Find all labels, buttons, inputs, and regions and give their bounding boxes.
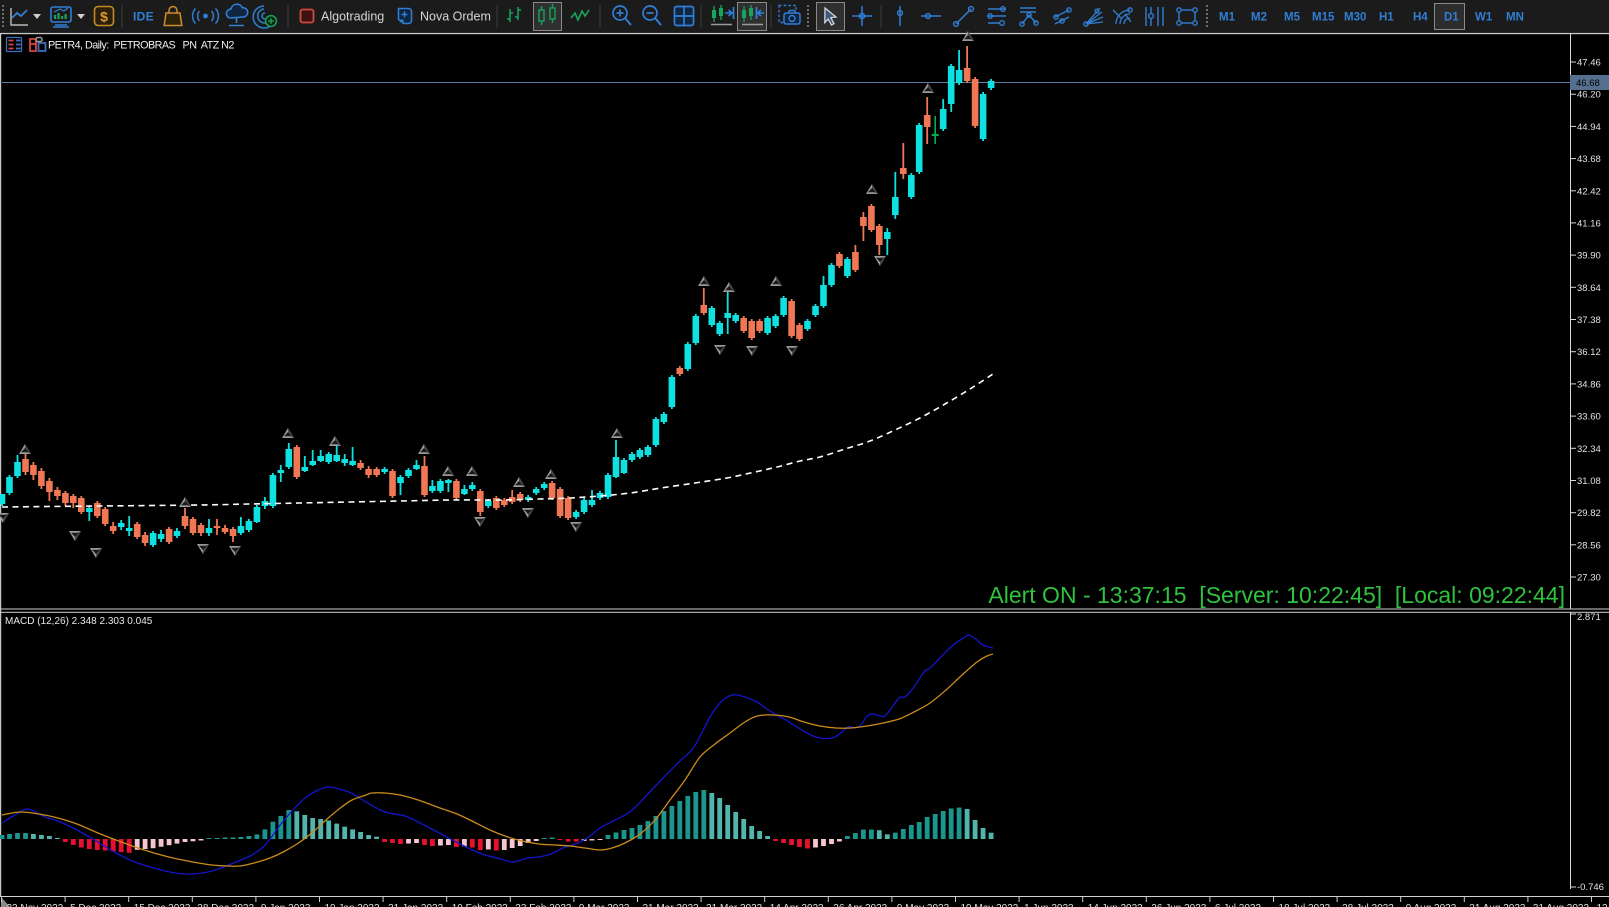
svg-text:38.64: 38.64 xyxy=(1577,283,1601,294)
svg-text:31 Jan 2023: 31 Jan 2023 xyxy=(388,903,443,907)
svg-text:M15: M15 xyxy=(1312,12,1335,24)
svg-text:9 May 2023: 9 May 2023 xyxy=(897,903,950,907)
svg-text:23 Feb 2023: 23 Feb 2023 xyxy=(515,903,572,907)
svg-text:21 Mar 2023: 21 Mar 2023 xyxy=(643,903,700,907)
svg-text:Nova Ordem: Nova Ordem xyxy=(420,10,491,24)
svg-text:H1: H1 xyxy=(1379,12,1394,24)
svg-text:M1: M1 xyxy=(1219,12,1236,24)
svg-text:19 May 2023: 19 May 2023 xyxy=(961,903,1019,907)
svg-text:19 Jan 2023: 19 Jan 2023 xyxy=(325,903,380,907)
svg-text:MACD (12,26) 2.348 2.303 0.045: MACD (12,26) 2.348 2.303 0.045 xyxy=(5,616,153,627)
svg-text:21 Aug 2023: 21 Aug 2023 xyxy=(1469,903,1526,907)
svg-text:42.42: 42.42 xyxy=(1577,186,1601,197)
svg-text:MN: MN xyxy=(1506,12,1524,24)
svg-text:34.86: 34.86 xyxy=(1577,379,1601,390)
svg-text:23 Nov 2022: 23 Nov 2022 xyxy=(7,903,64,907)
svg-text:47.46: 47.46 xyxy=(1577,58,1601,69)
svg-text:14 Apr 2023: 14 Apr 2023 xyxy=(770,903,824,907)
svg-text:28 Jul 2023: 28 Jul 2023 xyxy=(1342,903,1394,907)
svg-text:32.34: 32.34 xyxy=(1577,444,1601,455)
svg-text:31 Aug 2023: 31 Aug 2023 xyxy=(1533,903,1590,907)
svg-text:31 Mar 2023: 31 Mar 2023 xyxy=(706,903,763,907)
svg-text:18 Jul 2023: 18 Jul 2023 xyxy=(1279,903,1331,907)
svg-text:46.68: 46.68 xyxy=(1576,78,1600,89)
svg-text:28.56: 28.56 xyxy=(1577,540,1601,551)
svg-text:26 Jun 2023: 26 Jun 2023 xyxy=(1151,903,1206,907)
svg-text:H4: H4 xyxy=(1413,12,1428,24)
svg-text:9 Aug 2023: 9 Aug 2023 xyxy=(1406,903,1457,907)
svg-text:14 Jun 2023: 14 Jun 2023 xyxy=(1088,903,1143,907)
svg-text:Alert ON - 13:37:15 [Server:: Alert ON - 13:37:15 [Server: 10:22:45] [… xyxy=(988,582,1565,608)
svg-text:46.20: 46.20 xyxy=(1577,90,1601,101)
svg-text:10 Feb 2023: 10 Feb 2023 xyxy=(452,903,509,907)
svg-text:36.12: 36.12 xyxy=(1577,347,1601,358)
svg-text:D1: D1 xyxy=(1444,12,1459,24)
svg-text:M5: M5 xyxy=(1284,12,1301,24)
svg-text:33.60: 33.60 xyxy=(1577,412,1601,423)
svg-text:37.38: 37.38 xyxy=(1577,315,1601,326)
svg-text:26 Apr 2023: 26 Apr 2023 xyxy=(833,903,887,907)
svg-text:15 Dec 2022: 15 Dec 2022 xyxy=(134,903,191,907)
svg-text:M2: M2 xyxy=(1251,12,1267,24)
svg-text:43.68: 43.68 xyxy=(1577,154,1601,165)
svg-text:M30: M30 xyxy=(1344,12,1366,24)
svg-text:5 Dec 2022: 5 Dec 2022 xyxy=(70,903,122,907)
svg-text:6 Jul 2023: 6 Jul 2023 xyxy=(1215,903,1262,907)
svg-text:-0.746: -0.746 xyxy=(1577,882,1604,893)
svg-text:44.94: 44.94 xyxy=(1577,122,1601,133)
svg-text:39.90: 39.90 xyxy=(1577,251,1601,262)
svg-text:29.82: 29.82 xyxy=(1577,508,1601,519)
svg-text:27.30: 27.30 xyxy=(1577,573,1601,584)
svg-text:Algotrading: Algotrading xyxy=(321,10,384,24)
svg-text:IDE: IDE xyxy=(133,10,154,24)
svg-text:41.16: 41.16 xyxy=(1577,218,1601,229)
svg-text:1 Jun 2023: 1 Jun 2023 xyxy=(1024,903,1074,907)
svg-text:2.871: 2.871 xyxy=(1577,612,1601,623)
svg-text:12 Sep 2023: 12 Sep 2023 xyxy=(1597,903,1609,907)
svg-text:$: $ xyxy=(100,9,108,25)
svg-text:9 Mar 2023: 9 Mar 2023 xyxy=(579,903,630,907)
svg-text:W1: W1 xyxy=(1475,12,1493,24)
svg-text:9 Jan 2023: 9 Jan 2023 xyxy=(261,903,311,907)
svg-text:28 Dec 2022: 28 Dec 2022 xyxy=(197,903,254,907)
svg-text:PETR4, Daily: PETROBRAS PN: PETR4, Daily: PETROBRAS PN ATZ N2 xyxy=(48,40,234,52)
svg-text:31.08: 31.08 xyxy=(1577,476,1601,487)
